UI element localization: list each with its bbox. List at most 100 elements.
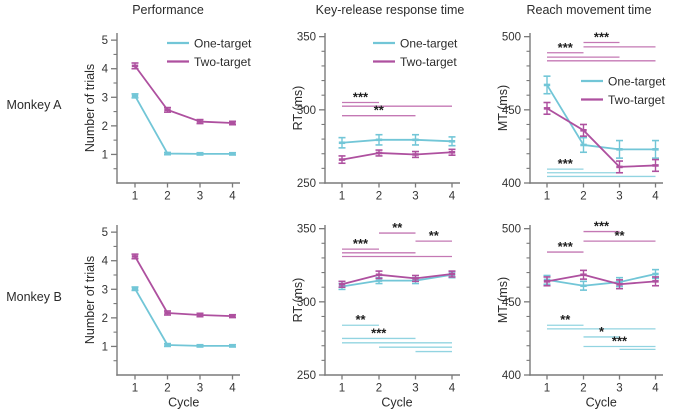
y-axis-label: Number of trials <box>83 256 97 344</box>
x-tick-label: 4 <box>652 383 659 395</box>
data-point-marker <box>196 152 204 156</box>
legend-label: Two-target <box>608 93 665 107</box>
y-tick-label: 450 <box>502 105 521 117</box>
y-axis-label: MT (ms) <box>496 85 510 131</box>
data-point-marker <box>131 255 139 258</box>
x-tick-label: 2 <box>376 191 382 203</box>
data-point-marker <box>412 138 419 142</box>
x-tick-label: 3 <box>412 383 418 395</box>
y-tick-label: 3 <box>102 92 108 104</box>
data-point-marker <box>164 311 171 315</box>
data-point-marker <box>412 277 419 280</box>
data-point-marker <box>616 282 623 286</box>
y-tick-label: 500 <box>502 224 521 236</box>
data-point-marker <box>164 152 171 155</box>
series-line-two_target <box>134 255 233 318</box>
x-tick-label: 3 <box>616 383 622 395</box>
x-axis-label: Cycle <box>381 396 412 410</box>
x-tick-label: 1 <box>339 383 345 395</box>
column-title-key-release-response-time: Key-release response time <box>315 3 465 17</box>
data-point-marker <box>375 138 383 142</box>
legend-label: One-target <box>194 37 252 51</box>
data-point-marker <box>338 141 346 145</box>
row-label-monkey-b: Monkey B <box>6 290 62 304</box>
y-axis-label: MT (ms) <box>496 277 510 323</box>
legend-label: One-target <box>608 75 666 89</box>
y-tick-label: 500 <box>502 32 521 44</box>
panel-monkey-b-performance: 1 2 3 4 5 1 2 3 4 Cycle Number of trials <box>83 225 240 410</box>
y-tick-label: 400 <box>502 178 521 190</box>
sig-stars: *** <box>612 333 628 348</box>
x-tick-label: 4 <box>449 383 456 395</box>
column-title-performance: Performance <box>132 3 204 17</box>
data-point-marker <box>375 279 383 282</box>
y-tick-label: 350 <box>297 32 316 44</box>
x-tick-label: 2 <box>164 191 170 203</box>
data-point-marker <box>131 287 139 291</box>
sig-stars: *** <box>558 239 574 254</box>
x-tick-label: 2 <box>580 383 586 395</box>
data-point-marker <box>652 280 659 283</box>
y-tick-label: 4 <box>102 64 109 76</box>
data-point-marker <box>412 153 419 156</box>
data-point-marker <box>196 120 204 123</box>
data-point-marker <box>229 314 236 318</box>
sig-stars: ** <box>374 103 385 118</box>
y-tick-label: 3 <box>102 284 108 296</box>
y-tick-label: 1 <box>102 149 108 161</box>
x-tick-label: 4 <box>229 383 236 395</box>
x-tick-label: 2 <box>376 383 382 395</box>
series-line-two_target <box>546 273 656 286</box>
y-tick-label: 5 <box>102 227 108 239</box>
data-point-marker <box>652 164 659 167</box>
sig-stars: ** <box>392 220 403 235</box>
data-point-marker <box>131 94 139 98</box>
data-point-marker <box>580 284 587 288</box>
data-point-marker <box>616 165 623 169</box>
data-point-marker <box>652 148 659 151</box>
series-line-one_target <box>341 273 453 288</box>
series-line-one_target <box>546 273 656 287</box>
data-point-marker <box>448 272 456 276</box>
x-axis-label: Cycle <box>586 396 617 410</box>
sig-stars: ** <box>614 228 625 243</box>
sig-stars: *** <box>558 40 574 55</box>
data-point-marker <box>229 344 236 348</box>
panel-monkey-a-reach-mt: 400 450 500 1 2 3 4 MT (ms) *** *** *** One-target T… <box>496 30 666 203</box>
x-tick-label: 3 <box>412 191 418 203</box>
data-point-marker <box>375 151 383 155</box>
sig-stars: *** <box>353 236 369 251</box>
y-tick-label: 400 <box>502 370 521 382</box>
series-line-two_target <box>546 107 656 168</box>
x-tick-label: 2 <box>164 383 170 395</box>
x-tick-label: 1 <box>544 191 550 203</box>
legend-label: One-target <box>400 37 458 51</box>
data-point-marker <box>338 282 346 286</box>
x-tick-label: 4 <box>229 191 236 203</box>
x-tick-label: 1 <box>339 191 345 203</box>
y-axis-label: RT (ms) <box>291 86 305 131</box>
y-tick-label: 350 <box>297 224 316 236</box>
x-tick-label: 1 <box>544 383 550 395</box>
y-tick-label: 4 <box>102 256 109 268</box>
y-axis-label: Number of trials <box>83 64 97 152</box>
x-tick-label: 2 <box>580 191 586 203</box>
data-point-marker <box>375 273 383 277</box>
data-point-marker <box>543 280 551 283</box>
data-point-marker <box>448 150 456 154</box>
data-point-marker <box>164 108 171 112</box>
x-tick-label: 1 <box>132 383 138 395</box>
sig-stars: ** <box>355 312 366 327</box>
sig-stars: * <box>599 324 605 339</box>
data-point-marker <box>652 272 659 276</box>
panel-monkey-a-performance: 1 2 3 4 5 1 2 3 4 Number of trials One-target Two-t… <box>83 33 252 203</box>
y-tick-label: 1 <box>102 341 108 353</box>
x-tick-label: 4 <box>652 191 659 203</box>
y-tick-label: 250 <box>297 178 316 190</box>
data-point-marker <box>580 143 587 147</box>
data-point-marker <box>543 107 551 110</box>
sig-stars: ** <box>429 228 440 243</box>
